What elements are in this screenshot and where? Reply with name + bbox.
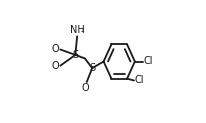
Text: S: S	[89, 63, 95, 73]
Text: Cl: Cl	[144, 56, 153, 67]
Text: O: O	[82, 83, 89, 93]
Text: Cl: Cl	[135, 76, 144, 85]
Text: S: S	[72, 50, 78, 60]
Text: O: O	[51, 45, 59, 54]
Text: NH: NH	[70, 25, 85, 35]
Text: O: O	[51, 61, 59, 71]
Text: $_2$: $_2$	[80, 26, 85, 35]
